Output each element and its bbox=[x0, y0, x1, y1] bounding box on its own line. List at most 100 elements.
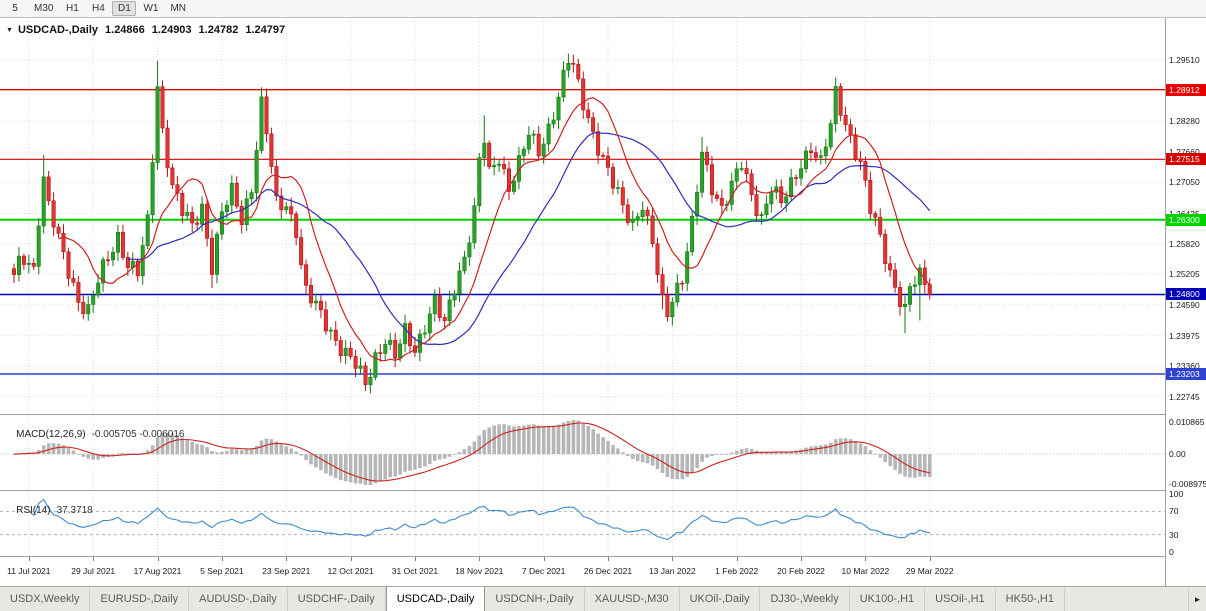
timeframe-button-w1[interactable]: W1 bbox=[143, 3, 159, 14]
macd-histogram bbox=[12, 420, 932, 485]
price-axis-label: 1.26425 bbox=[1169, 209, 1200, 219]
quote-low: 1.24782 bbox=[198, 24, 239, 36]
price-axis-label: 1.22745 bbox=[1169, 391, 1200, 402]
time-axis-tick bbox=[608, 557, 609, 561]
date-label: 10 Mar 2022 bbox=[841, 566, 890, 576]
tab-hk50-h1[interactable]: HK50-,H1 bbox=[996, 587, 1065, 611]
price-line-badge: 1.24800 bbox=[1166, 288, 1206, 301]
date-label: 29 Jul 2021 bbox=[71, 566, 116, 576]
macd-axis-label: 0.00 bbox=[1169, 449, 1186, 460]
quote-open: 1.24866 bbox=[105, 24, 145, 36]
time-axis-tick bbox=[736, 557, 738, 561]
tab-ukoil-daily[interactable]: UKOil-,Daily bbox=[680, 587, 761, 611]
price-axis-label: 1.25205 bbox=[1169, 269, 1200, 280]
timeframe-button-h4[interactable]: H4 bbox=[92, 3, 105, 14]
price-axis-label: 1.23360 bbox=[1169, 361, 1200, 372]
macd-indicator-title: MACD(12,26,9) -0.005705 -0.006016 bbox=[5, 418, 184, 451]
tab-usdchf-daily[interactable]: USDCHF-,Daily bbox=[288, 587, 386, 611]
tab-eurusd-daily[interactable]: EURUSD-,Daily bbox=[90, 587, 190, 611]
tab-dj30-weekly[interactable]: DJ30-,Weekly bbox=[760, 587, 850, 611]
tab-usdcnh-daily[interactable]: USDCNH-,Daily bbox=[485, 587, 585, 611]
price-line-badge: 1.26300 bbox=[1166, 213, 1206, 226]
quote-close: 1.24797 bbox=[245, 24, 286, 36]
time-axis-tick bbox=[543, 557, 545, 561]
date-label: 13 Jan 2022 bbox=[648, 566, 696, 576]
tab-audusd-daily[interactable]: AUDUSD-,Daily bbox=[189, 587, 288, 611]
time-axis-tick bbox=[350, 557, 352, 561]
time-axis-tick bbox=[414, 557, 416, 561]
timeframe-button-5[interactable]: 5 bbox=[12, 3, 18, 14]
tab-uk100-h1[interactable]: UK100-,H1 bbox=[850, 587, 926, 611]
macd-axis-label: 0.010865 bbox=[1169, 417, 1205, 427]
date-label: 7 Dec 2021 bbox=[521, 566, 566, 576]
tab-xauusd-m30[interactable]: XAUUSD-,M30 bbox=[585, 587, 680, 611]
time-axis-tick bbox=[157, 557, 159, 561]
rsi-axis-label: 30 bbox=[1169, 529, 1179, 540]
ma-slow-line bbox=[127, 132, 931, 346]
tab-usdcad-daily[interactable]: USDCAD-,Daily bbox=[385, 587, 486, 611]
ma-fast-line bbox=[58, 97, 931, 362]
time-axis-tick bbox=[93, 557, 95, 561]
price-axis-label: 1.27660 bbox=[1169, 147, 1200, 158]
price-axis-label: 1.27050 bbox=[1169, 177, 1200, 188]
chart-title: ▼ USDCAD-,Daily 1.24866 1.24903 1.24782 … bbox=[6, 24, 285, 36]
time-axis-tick bbox=[801, 557, 803, 561]
chart-symbol-label: USDCAD-,Daily bbox=[17, 24, 99, 36]
date-label: 20 Feb 2022 bbox=[777, 566, 825, 576]
price-axis-label: 1.25820 bbox=[1169, 238, 1200, 249]
rsi-axis-label: 70 bbox=[1169, 506, 1179, 517]
quote-high: 1.24903 bbox=[151, 24, 192, 36]
price-line-badge: 1.27515 bbox=[1166, 153, 1206, 166]
tabs-scroll-right-button[interactable]: ► bbox=[1188, 587, 1206, 611]
date-label: 23 Sep 2021 bbox=[262, 566, 311, 576]
rsi-name: RSI(14) bbox=[16, 505, 51, 516]
timeframe-button-h1[interactable]: H1 bbox=[66, 3, 79, 14]
time-axis-tick bbox=[221, 557, 223, 561]
price-axis: 1.29510 1.28280 1.27660 1.27050 1.26425 1.258… bbox=[1165, 18, 1206, 586]
timeframe-button-d1[interactable]: D1 bbox=[112, 1, 137, 16]
date-label: 31 Oct 2021 bbox=[391, 566, 439, 576]
date-label: 17 Aug 2021 bbox=[133, 566, 182, 576]
rsi-value: 37.3718 bbox=[56, 505, 93, 516]
time-axis-tick bbox=[28, 557, 30, 561]
chart-grid bbox=[0, 18, 1165, 414]
date-label: 5 Sep 2021 bbox=[200, 566, 244, 576]
date-label: 11 Jul 2021 bbox=[7, 566, 51, 576]
one-click-trading-icon[interactable]: ▼ bbox=[6, 26, 13, 34]
macd-name: MACD(12,26,9) bbox=[16, 429, 86, 440]
macd-values: -0.005705 -0.006016 bbox=[91, 429, 185, 440]
candlestick-chart-canvas[interactable] bbox=[0, 18, 1165, 414]
price-axis-label: 1.24590 bbox=[1169, 299, 1200, 310]
symbol-tab-bar: USDX,Weekly EURUSD-,Daily AUDUSD-,Daily USD… bbox=[0, 586, 1206, 611]
date-label: 18 Nov 2021 bbox=[455, 566, 504, 576]
rsi-axis-label: 100 bbox=[1169, 489, 1184, 499]
time-axis-tick bbox=[865, 557, 867, 561]
date-label: 1 Feb 2022 bbox=[715, 566, 759, 576]
macd-panel-canvas[interactable] bbox=[0, 414, 1165, 490]
timeframe-button-mn[interactable]: MN bbox=[170, 3, 187, 14]
tab-usoil-h1[interactable]: USOil-,H1 bbox=[925, 587, 996, 611]
price-line-badge: 1.23203 bbox=[1166, 367, 1206, 380]
rsi-panel-canvas[interactable] bbox=[0, 490, 1165, 556]
time-axis: 11 Jul 2021 29 Jul 2021 17 Aug 2021 5 Sep 2… bbox=[0, 556, 1165, 586]
date-label: 26 Dec 2021 bbox=[583, 566, 633, 576]
horizontal-price-lines bbox=[0, 88, 1165, 375]
time-axis-tick bbox=[672, 557, 674, 561]
price-line-badge: 1.28912 bbox=[1166, 83, 1206, 96]
macd-axis-label: -0.008975 bbox=[1169, 479, 1206, 489]
timeframe-toolbar: 5 M30 H1 H4 D1 W1 MN bbox=[0, 0, 1206, 18]
price-axis-label: 1.23975 bbox=[1169, 330, 1200, 341]
rsi-line bbox=[28, 498, 930, 541]
timeframe-button-m30[interactable]: M30 bbox=[34, 3, 54, 14]
price-axis-label: 1.28280 bbox=[1169, 116, 1200, 127]
rsi-axis-label: 0 bbox=[1169, 547, 1174, 557]
tab-usdx-weekly[interactable]: USDX,Weekly bbox=[0, 587, 91, 611]
rsi-indicator-title: RSI(14) 37.3718 bbox=[5, 494, 93, 527]
time-axis-tick bbox=[479, 557, 481, 561]
macd-signal-line bbox=[13, 422, 930, 482]
time-axis-tick bbox=[286, 557, 288, 561]
candles bbox=[12, 53, 932, 394]
date-label: 29 Mar 2022 bbox=[905, 566, 954, 576]
price-axis-label: 1.29510 bbox=[1169, 54, 1200, 65]
